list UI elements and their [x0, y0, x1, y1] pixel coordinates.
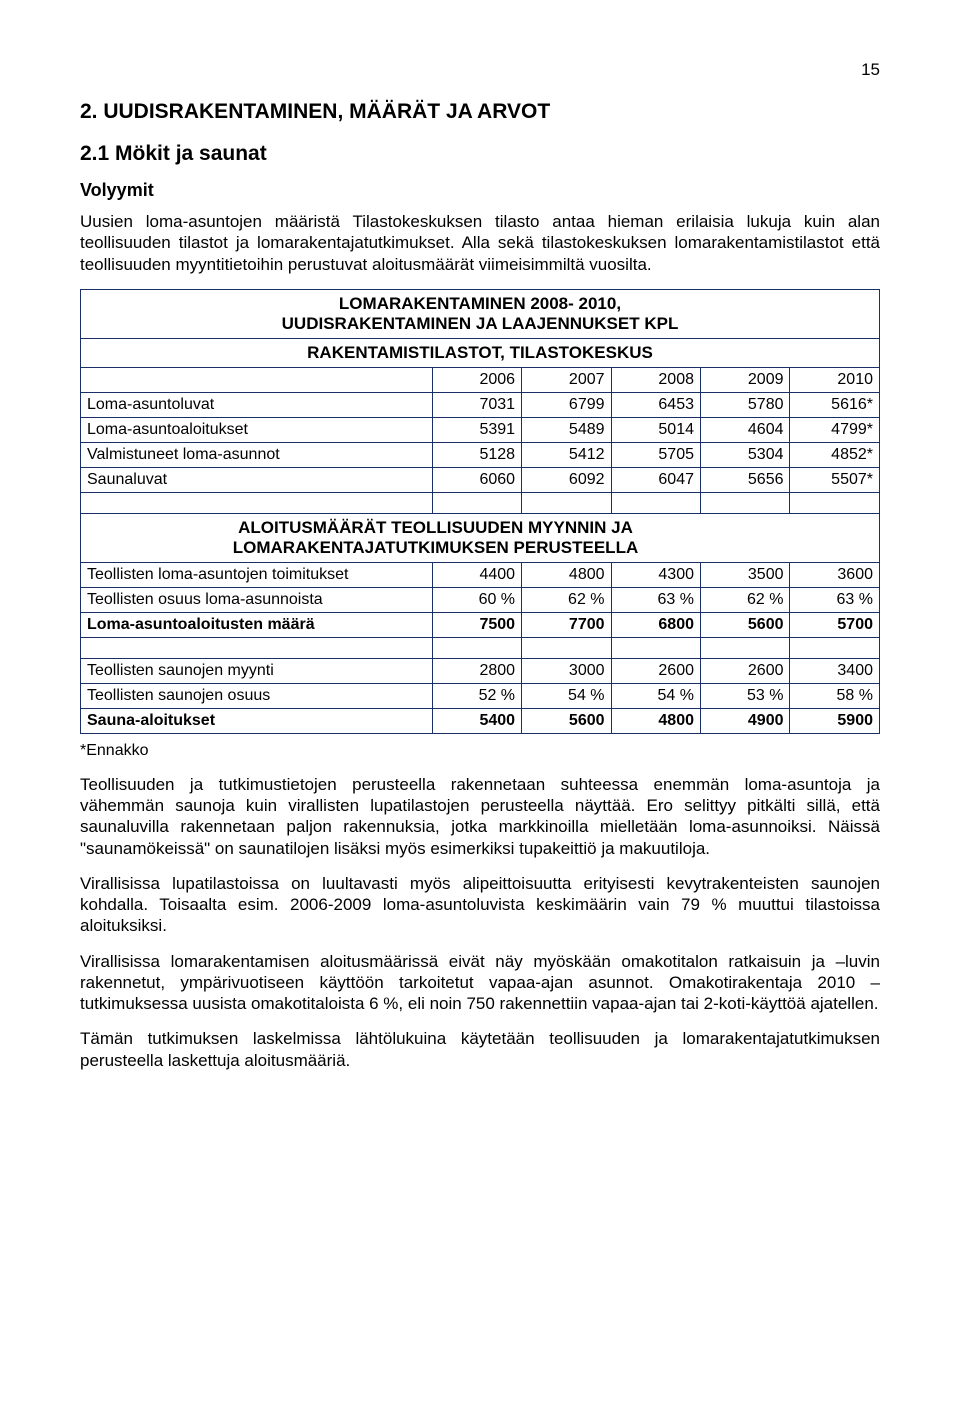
- year-col: 2010: [790, 367, 880, 392]
- table-row: Loma-asuntoaloitusten määrä 7500 7700 68…: [81, 612, 880, 637]
- table-title-line1: LOMARAKENTAMINEN 2008- 2010,: [339, 294, 621, 313]
- table-row: Teollisten osuus loma-asunnoista 60 % 62…: [81, 587, 880, 612]
- year-col: 2007: [522, 367, 611, 392]
- heading-1: 2. UUDISRAKENTAMINEN, MÄÄRÄT JA ARVOT: [80, 100, 880, 124]
- table-row: Teollisten loma-asuntojen toimitukset 44…: [81, 562, 880, 587]
- table-row: Teollisten saunojen myynti 2800 3000 260…: [81, 658, 880, 683]
- table-row: Loma-asuntoluvat 7031 6799 6453 5780 561…: [81, 392, 880, 417]
- table-row: Teollisten saunojen osuus 52 % 54 % 54 %…: [81, 683, 880, 708]
- intro-paragraph: Uusien loma-asuntojen määristä Tilastoke…: [80, 211, 880, 275]
- year-col: 2006: [432, 367, 521, 392]
- body-paragraph: Tämän tutkimuksen laskelmissa lähtölukui…: [80, 1028, 880, 1071]
- body-paragraph: Teollisuuden ja tutkimustietojen peruste…: [80, 774, 880, 859]
- table-section1-title: RAKENTAMISTILASTOT, TILASTOKESKUS: [81, 338, 880, 367]
- table-section2-title: ALOITUSMÄÄRÄT TEOLLISUUDEN MYYNNIN JA LO…: [81, 513, 880, 562]
- body-paragraph: Virallisissa lupatilastoissa on luultava…: [80, 873, 880, 937]
- table-spacer: [81, 492, 880, 513]
- year-col: 2009: [701, 367, 790, 392]
- table-footnote: *Ennakko: [80, 742, 880, 760]
- data-table: LOMARAKENTAMINEN 2008- 2010, UUDISRAKENT…: [80, 289, 880, 734]
- table-row: Loma-asuntoaloitukset 5391 5489 5014 460…: [81, 417, 880, 442]
- body-paragraph: Virallisissa lomarakentamisen aloitusmää…: [80, 951, 880, 1015]
- table-header-row: 2006 2007 2008 2009 2010: [81, 367, 880, 392]
- heading-3: Volyymit: [80, 180, 880, 201]
- section2-title-line1: ALOITUSMÄÄRÄT TEOLLISUUDEN MYYNNIN JA: [238, 518, 633, 537]
- year-col: 2008: [611, 367, 700, 392]
- table-row: Saunaluvat 6060 6092 6047 5656 5507*: [81, 467, 880, 492]
- table-title-line2: UUDISRAKENTAMINEN JA LAAJENNUKSET KPL: [282, 314, 679, 333]
- table-spacer: [81, 637, 880, 658]
- table-row: Valmistuneet loma-asunnot 5128 5412 5705…: [81, 442, 880, 467]
- page-number: 15: [80, 60, 880, 80]
- table-title-row: LOMARAKENTAMINEN 2008- 2010, UUDISRAKENT…: [81, 289, 880, 338]
- section2-title-line2: LOMARAKENTAJATUTKIMUKSEN PERUSTEELLA: [233, 538, 638, 557]
- heading-2: 2.1 Mökit ja saunat: [80, 142, 880, 166]
- table-row: Sauna-aloitukset 5400 5600 4800 4900 590…: [81, 708, 880, 733]
